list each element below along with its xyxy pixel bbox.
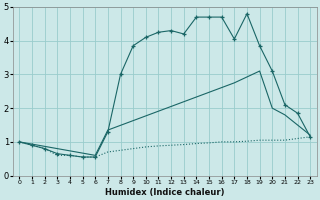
X-axis label: Humidex (Indice chaleur): Humidex (Indice chaleur) [105, 188, 225, 197]
